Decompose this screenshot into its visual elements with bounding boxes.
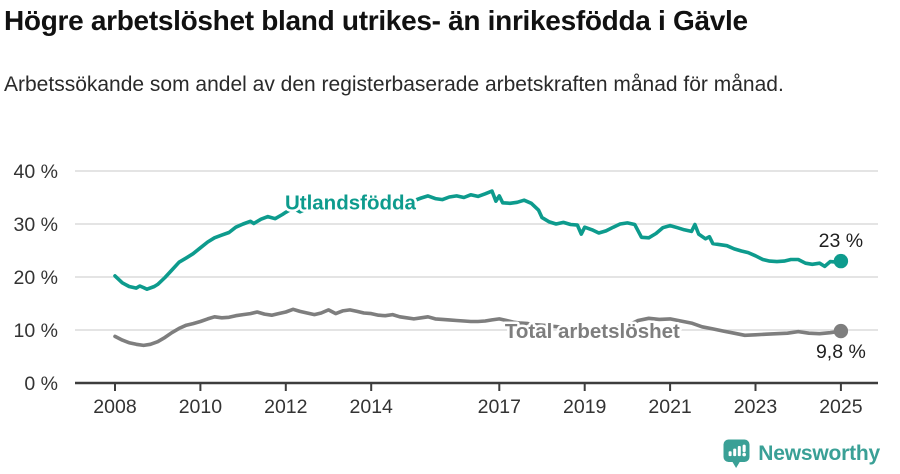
x-tick-label: 2021: [648, 396, 691, 418]
x-tick-label: 2010: [179, 396, 223, 418]
footer: Newsworthy: [723, 439, 880, 469]
brand-name: Newsworthy: [758, 442, 880, 465]
end-dot-total-arbetsloshet: [833, 323, 849, 339]
series-line-utlandsfodda: [113, 189, 843, 291]
x-tick-label: 2012: [264, 396, 307, 418]
end-dot-utlandsfodda: [833, 253, 849, 269]
y-tick-label: 0 %: [24, 373, 58, 395]
chart-svg: 40 % 30 % 20 % 10 % 0 % 2008 2010 2012 2014 2017 2…: [14, 161, 878, 418]
newsworthy-logo-icon: [723, 439, 750, 468]
x-tick-label: 2019: [563, 396, 606, 418]
chart-title: Högre arbetslöshet bland utrikes- än inr…: [4, 5, 748, 36]
series-label-utlandsfodda: Utlandsfödda: [285, 192, 417, 215]
y-tick-label: 30 %: [14, 214, 58, 236]
x-tick-label: 2023: [734, 396, 777, 418]
y-tick-label: 40 %: [14, 161, 58, 183]
x-tick-label: 2025: [819, 396, 863, 418]
series-label-total-arbetsloshet: Total arbetslöshet: [505, 320, 680, 343]
end-value-label-total-arbetsloshet: 9,8 %: [816, 341, 866, 363]
x-tick-label: 2014: [350, 396, 394, 418]
chart-subtitle: Arbetssökande som andel av den registerb…: [4, 73, 784, 96]
y-tick-label: 10 %: [14, 320, 58, 342]
y-tick-label: 20 %: [14, 267, 58, 289]
x-tick-label: 2008: [93, 396, 136, 418]
x-tick-label: 2017: [478, 396, 521, 418]
end-value-label-utlandsfodda: 23 %: [819, 230, 863, 252]
series-line-total-arbetsloshet: [113, 307, 843, 348]
